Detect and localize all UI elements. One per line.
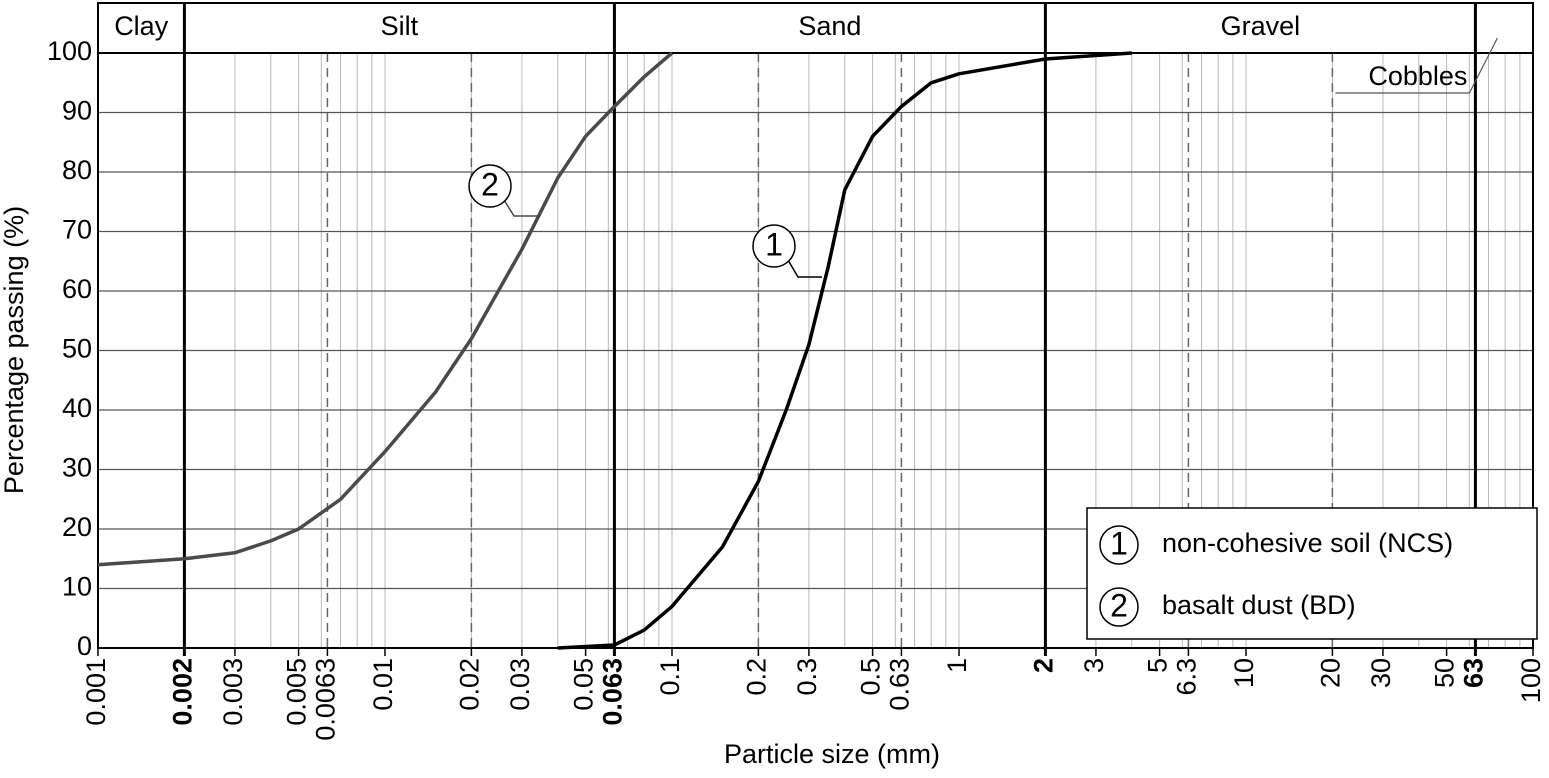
legend-marker: 2 (1110, 587, 1128, 623)
legend-label: basalt dust (BD) (1162, 590, 1356, 620)
x-tick-label: 6.3 (1172, 658, 1202, 696)
y-tick-label: 60 (62, 274, 92, 304)
x-tick-label: 100 (1516, 658, 1546, 703)
x-tick-label: 0.2 (742, 658, 772, 696)
x-tick-label: 0.01 (368, 658, 398, 711)
zone-label: Sand (798, 11, 861, 41)
x-tick-label: 0.002 (168, 658, 198, 726)
x-tick-label: 0.05 (569, 658, 599, 711)
y-tick-label: 30 (62, 453, 92, 483)
cobbles-leader (1335, 37, 1498, 94)
x-tick-label: 10 (1229, 658, 1259, 688)
callout-circle (752, 224, 796, 268)
y-tick-label: 70 (62, 215, 92, 245)
callout-label: 1 (765, 226, 783, 262)
x-tick-label: 0.063 (598, 658, 628, 726)
y-axis-label: Percentage passing (%) (0, 206, 29, 494)
x-tick-label: 0.5 (856, 658, 886, 696)
x-axis-label: Particle size (mm) (724, 739, 940, 769)
series-line (97, 51, 674, 567)
legend-circle (1099, 525, 1139, 565)
zone-label: Clay (114, 11, 169, 41)
x-tick-label: 0.001 (81, 658, 111, 726)
plot-frame (97, 52, 1534, 649)
callout-circle (468, 164, 512, 208)
legend-marker: 1 (1110, 525, 1128, 561)
y-tick-label: 20 (62, 512, 92, 542)
x-tick-label: 3 (1079, 658, 1109, 673)
x-tick-label: 0.1 (655, 658, 685, 696)
x-tick-label: 63 (1459, 658, 1489, 688)
x-tick-label: 0.005 (282, 658, 312, 726)
zone-label: Silt (381, 11, 419, 41)
cobbles-label: Cobbles (1368, 61, 1467, 91)
legend-label: non-cohesive soil (NCS) (1162, 528, 1453, 558)
callout-leader (503, 199, 540, 217)
x-tick-label: 30 (1366, 658, 1396, 688)
zone-label: Gravel (1221, 11, 1301, 41)
y-tick-label: 50 (62, 334, 92, 364)
legend-box (1086, 507, 1538, 640)
x-tick-label: 0.0063 (311, 658, 341, 741)
y-tick-label: 40 (62, 393, 92, 423)
legend-circle (1099, 587, 1139, 627)
x-tick-label: 0.02 (455, 658, 485, 711)
callout-label: 2 (481, 166, 499, 202)
x-tick-label: 1 (942, 658, 972, 673)
callout-leader (787, 259, 822, 278)
x-tick-label: 0.03 (505, 658, 535, 711)
y-tick-label: 0 (77, 631, 92, 661)
x-tick-label: 0.63 (885, 658, 915, 711)
y-tick-label: 90 (62, 96, 92, 126)
x-tick-label: 5 (1143, 658, 1173, 673)
x-tick-label: 0.3 (792, 658, 822, 696)
x-tick-label: 50 (1430, 658, 1460, 688)
x-tick-label: 2 (1029, 658, 1059, 673)
y-tick-label: 80 (62, 155, 92, 185)
y-tick-label: 10 (62, 572, 92, 602)
y-tick-label: 100 (47, 36, 92, 66)
series-line (557, 51, 1132, 650)
x-tick-label: 0.003 (218, 658, 248, 726)
x-tick-label: 20 (1316, 658, 1346, 688)
